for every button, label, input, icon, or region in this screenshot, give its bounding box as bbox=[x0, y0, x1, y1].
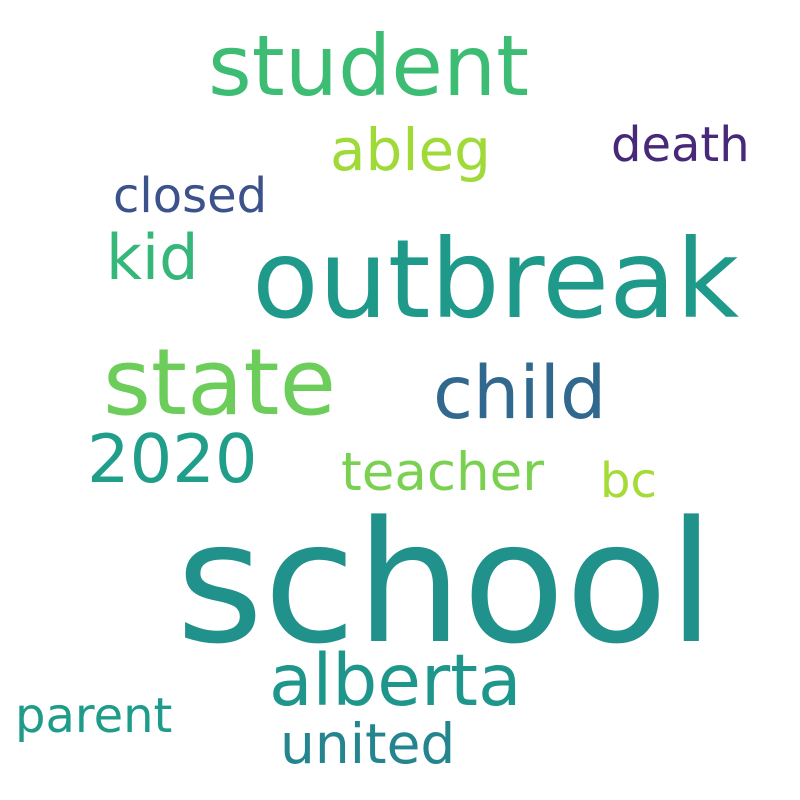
word-2020: 2020 bbox=[87, 420, 258, 498]
word-student: student bbox=[208, 17, 530, 115]
word-teacher: teacher bbox=[341, 442, 544, 503]
word-kid: kid bbox=[106, 221, 199, 294]
word-bc: bc bbox=[600, 453, 657, 509]
word-school: school bbox=[176, 485, 715, 681]
word-united: united bbox=[280, 712, 456, 776]
word-alberta: alberta bbox=[269, 639, 522, 722]
word-parent: parent bbox=[15, 688, 173, 744]
word-state: state bbox=[103, 329, 337, 436]
word-outbreak: outbreak bbox=[252, 216, 740, 343]
word-death: death bbox=[611, 117, 750, 173]
word-ableg: ableg bbox=[330, 116, 491, 184]
word-child: child bbox=[433, 351, 607, 436]
word-closed: closed bbox=[113, 168, 268, 224]
